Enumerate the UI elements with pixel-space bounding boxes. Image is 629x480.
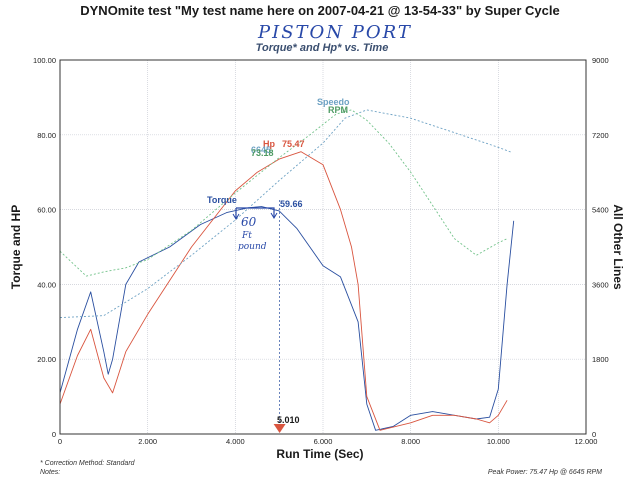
run-time-marker-value: 5.010 <box>277 415 300 425</box>
y-tick-label: 80.00 <box>37 131 56 140</box>
rpm-peak-value: 6645 <box>251 145 271 155</box>
x-axis-label: Run Time (Sec) <box>276 447 363 461</box>
chart-title: DYNOmite test "My test name here on 2007… <box>80 3 559 18</box>
series-layer <box>59 109 515 431</box>
correction-method: * Correction Method: Standard <box>40 460 136 467</box>
notes-label: Notes: <box>40 469 60 476</box>
y-tick-label: 20.00 <box>37 355 56 364</box>
rpm-label: RPM <box>328 105 348 115</box>
chart-subtitle: Torque* and Hp* vs. Time <box>256 42 389 54</box>
handwritten-piston-port: PISTON PORT <box>257 22 412 43</box>
handwritten-arrows <box>232 212 278 220</box>
x-tick-label: 12.000 <box>575 437 598 446</box>
run-time-marker <box>273 424 286 433</box>
y2-tick-label: 9000 <box>592 56 609 65</box>
peak-power: Peak Power: 75.47 Hp @ 6645 RPM <box>488 469 602 476</box>
x-tick-label: 6.000 <box>314 437 333 446</box>
y-axis-label: Torque and HP <box>9 205 23 289</box>
series-hp-line <box>59 151 508 431</box>
x-tick-label: 2.000 <box>138 437 157 446</box>
y-tick-label: 60.00 <box>37 206 56 215</box>
tick-labels: 0 2.000 4.000 6.000 8.000 10.000 12.000020.004… <box>33 56 609 446</box>
y2-tick-label: 1800 <box>592 355 609 364</box>
y2-tick-label: 5400 <box>592 206 609 215</box>
series-rpm-line <box>59 109 508 277</box>
grid-lines <box>60 60 586 434</box>
y2-tick-label: 3600 <box>592 280 609 289</box>
y-tick-label: 100.00 <box>33 56 56 65</box>
x-tick-label: 8.000 <box>401 437 420 446</box>
y2-tick-label: 0 <box>592 430 596 439</box>
handwritten-bracket <box>235 207 275 218</box>
hp-label: Hp <box>263 139 275 149</box>
x-tick-label: 4.000 <box>226 437 245 446</box>
hp-peak-value: 75.47 <box>282 139 305 149</box>
y2-tick-label: 7200 <box>592 131 609 140</box>
y2-axis-label: All Other Lines <box>611 204 625 290</box>
torque-label: Torque <box>207 195 237 205</box>
torque-peak-value: 59.66 <box>280 199 303 209</box>
speedo-peak-value: 73.18 <box>251 148 274 158</box>
speedo-label: Speedo <box>317 97 350 107</box>
handwritten-pound: pound <box>238 242 267 252</box>
y-tick-label: 0 <box>52 430 56 439</box>
series-torque-line <box>59 206 515 431</box>
x-tick-label: 10.000 <box>487 437 510 446</box>
handwritten-ft: Ft <box>241 231 252 241</box>
x-tick-label: 0 <box>58 437 62 446</box>
y-tick-label: 40.00 <box>37 280 56 289</box>
handwritten-60: 60 <box>241 215 257 229</box>
plot-frame <box>59 59 587 435</box>
